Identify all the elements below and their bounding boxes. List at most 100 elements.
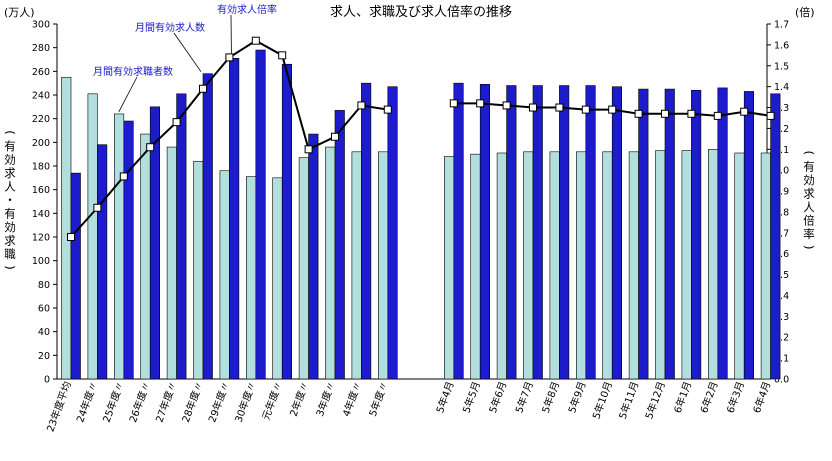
bar-job-seekers: [734, 152, 745, 380]
right-axis-title-char: (: [802, 151, 816, 156]
annotation-leader: [173, 32, 202, 72]
left-tick-label: 80: [38, 280, 50, 291]
bar-job-openings: [308, 133, 319, 380]
ratio-point: [608, 105, 617, 114]
right-tick-label: 0.1: [774, 354, 789, 365]
right-axis-unit: (倍): [795, 5, 815, 19]
bar-job-seekers: [602, 151, 613, 380]
bar-job-openings: [611, 86, 623, 380]
bar-job-openings: [149, 106, 160, 380]
left-tick-label: 100: [32, 256, 50, 267]
right-tick-label: 0.8: [774, 207, 789, 218]
bar-job-seekers: [87, 93, 98, 380]
bar-job-openings: [638, 88, 649, 380]
ratio-point: [634, 109, 643, 118]
ratio-point: [502, 101, 511, 110]
left-axis-title-char: 求: [4, 234, 16, 248]
bar-job-openings: [691, 89, 702, 380]
right-tick-label: 1.1: [774, 145, 789, 156]
bar-job-openings: [559, 85, 570, 380]
right-axis-title-char: 効: [803, 173, 815, 187]
ratio-point: [555, 103, 564, 112]
bar-job-openings: [453, 82, 464, 380]
ratio-point: [67, 233, 75, 241]
left-tick-label: 60: [38, 304, 50, 315]
bar-job-seekers: [298, 157, 309, 380]
right-tick-label: 1.4: [774, 82, 789, 93]
bar-job-openings: [664, 88, 675, 380]
right-tick-label: 1.7: [774, 20, 789, 31]
right-axis-title-char: 求: [803, 186, 815, 200]
ratio-point: [251, 36, 260, 45]
ratio-point: [713, 111, 722, 120]
left-axis-title-char: 効: [4, 220, 16, 234]
ratio-point: [581, 105, 590, 114]
right-tick-label: 0.7: [774, 228, 789, 239]
bar-job-seekers: [655, 150, 666, 380]
bar-job-seekers: [140, 133, 151, 380]
bar-job-seekers: [628, 151, 639, 380]
bar-job-openings: [743, 91, 755, 380]
right-tick-label: 0.9: [774, 187, 789, 198]
ratio-point: [357, 101, 366, 110]
left-tick-label: 180: [32, 162, 50, 173]
left-tick-label: 140: [32, 209, 50, 220]
ratio-point: [476, 99, 485, 108]
bar-job-seekers: [523, 151, 534, 380]
bar-job-seekers: [470, 153, 481, 380]
bar-job-openings: [479, 84, 491, 380]
left-axis-title-char: 効: [4, 153, 16, 167]
bar-job-openings: [585, 85, 596, 380]
ratio-point: [449, 99, 458, 108]
right-tick-label: 1.5: [774, 61, 789, 72]
bar-job-seekers: [351, 151, 362, 380]
series-annotation: 月間有効求職者数: [93, 65, 173, 78]
bar-job-seekers: [193, 160, 204, 380]
right-tick-label: 0.6: [774, 249, 789, 260]
right-tick-label: 1.6: [774, 40, 789, 51]
ratio-point: [199, 84, 207, 93]
bar-job-openings: [176, 93, 187, 380]
left-tick-label: 40: [38, 327, 50, 338]
bar-job-seekers: [61, 76, 72, 380]
left-axis-title: (有効求人・有効求職): [3, 130, 17, 270]
bar-job-openings: [506, 85, 517, 380]
left-tick-label: 260: [32, 67, 50, 78]
bar-job-openings: [770, 93, 781, 380]
bar-job-seekers: [377, 151, 389, 380]
left-axis-title-char: 人: [4, 180, 16, 194]
bar-job-seekers: [549, 151, 560, 380]
bar-job-seekers: [166, 146, 177, 380]
ratio-point: [766, 111, 775, 120]
bar-job-seekers: [681, 150, 692, 380]
left-axis-title-char: ): [3, 265, 17, 270]
right-tick-label: 1.2: [774, 124, 789, 135]
ratio-point: [383, 105, 392, 114]
bar-job-openings: [70, 172, 81, 380]
left-tick-label: 200: [32, 138, 50, 149]
right-tick-label: 0.0: [774, 375, 789, 386]
left-axis-title-char: (: [3, 130, 17, 135]
ratio-point: [331, 132, 339, 141]
left-axis-title-char: 有: [4, 139, 16, 153]
bar-job-seekers: [496, 152, 507, 380]
bar-job-openings: [532, 85, 543, 380]
bar-job-seekers: [443, 156, 455, 380]
bar-job-openings: [717, 87, 728, 380]
left-axis-title-char: 職: [4, 247, 16, 261]
right-tick-label: 1.3: [774, 103, 789, 114]
series-annotation: 月間有効求人数: [135, 21, 205, 34]
ratio-point: [225, 53, 234, 62]
left-axis-title-char: 有: [4, 207, 16, 221]
ratio-point: [146, 143, 155, 152]
ratio-point: [529, 103, 537, 112]
bar-job-openings: [281, 63, 293, 380]
ratio-point: [172, 118, 181, 127]
right-axis-title-char: 有: [803, 159, 815, 173]
ratio-point: [661, 109, 669, 118]
bar-job-seekers: [760, 152, 771, 380]
right-axis-title-char: 人: [803, 200, 815, 214]
left-tick-label: 220: [32, 114, 50, 125]
right-tick-label: 1.0: [774, 166, 789, 177]
